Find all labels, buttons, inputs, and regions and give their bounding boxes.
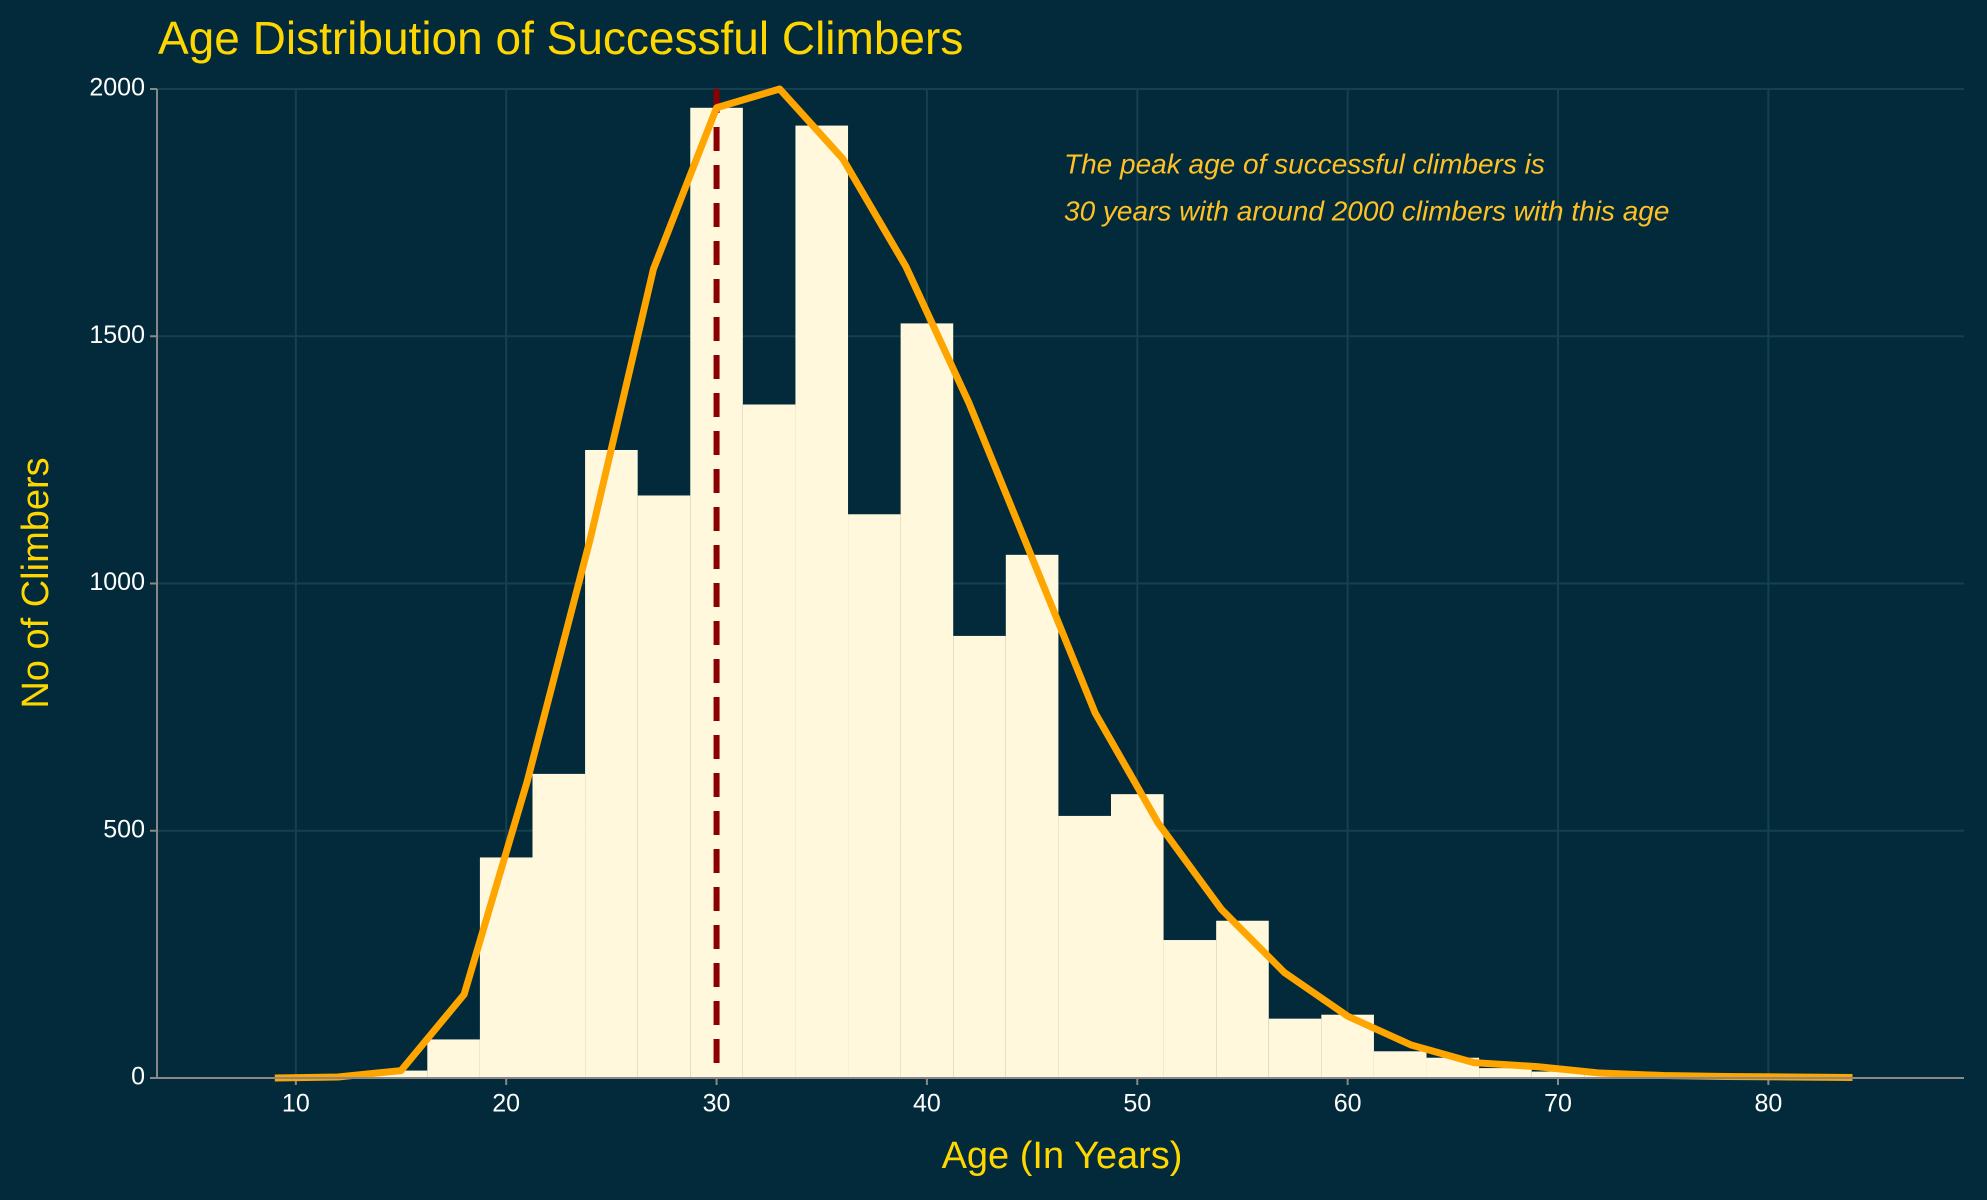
y-axis-label: No of Climbers [15,457,57,708]
x-tick-label: 50 [1123,1090,1151,1118]
annotation: 30 years with around 2000 climbers with … [1064,195,1669,226]
x-tick-label: 70 [1544,1090,1572,1118]
x-tick-label: 10 [282,1090,310,1118]
bar [1268,1018,1322,1078]
x-tick-label: 20 [492,1090,520,1118]
x-axis-label: Age (In Years) [942,1135,1183,1177]
bar [479,857,533,1078]
bar [1373,1051,1427,1078]
bar [374,1070,428,1078]
x-tick-label: 30 [703,1090,731,1118]
y-tick-label: 0 [131,1063,145,1091]
bar [1479,1068,1532,1078]
y-tick-label: 2000 [89,74,145,102]
bar [742,404,796,1079]
bar [532,773,586,1078]
annotation: The peak age of successful climbers is [1064,148,1545,179]
bar [795,125,849,1078]
bar [900,323,954,1078]
density-line [274,85,1853,1082]
bar [1110,794,1164,1078]
bar [1058,815,1111,1078]
bar [1163,940,1217,1078]
bar [637,495,691,1078]
y-tick-label: 500 [103,815,145,843]
y-tick-label: 1500 [89,321,145,349]
bar [585,449,638,1078]
x-tick-label: 60 [1334,1090,1362,1118]
y-tick-label: 1000 [89,568,145,596]
bar [848,514,901,1078]
chart-title: Age Distribution of Successful Climbers [158,12,963,64]
x-tick-label: 80 [1754,1090,1782,1118]
bar [953,635,1006,1078]
bar [427,1039,480,1078]
bar [1005,554,1059,1078]
x-tick-label: 40 [913,1090,941,1118]
bar [1531,1071,1585,1078]
